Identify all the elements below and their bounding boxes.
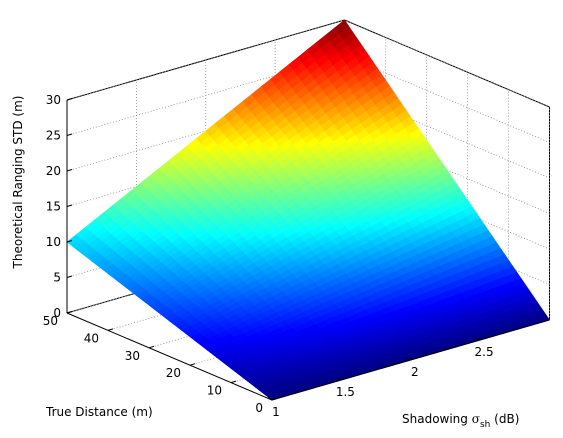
surface-facet [334,19,350,34]
y-tick-label: 30 [125,349,140,363]
y-tick-label: 20 [166,366,181,380]
z-tick-label: 0 [53,306,61,320]
z-tick-label: 5 [53,271,61,285]
surface [66,19,550,401]
x-tick-label: 2 [411,365,419,379]
z-tick-label: 10 [46,235,61,249]
z-tick-label: 15 [46,200,61,214]
z-tick-label: 25 [46,129,61,143]
y-tick-label: 40 [84,331,99,345]
z-tick-label: 20 [46,164,61,178]
x-tick-label: 1.5 [336,385,355,399]
y-tick-label: 10 [207,384,222,398]
tick-labels: 0 5 10 15 20 25 30 0 10 20 30 40 50 1 1.5 2 2.5 [43,93,494,419]
x-tick-label: 2.5 [475,345,494,359]
axes [66,98,550,401]
x-axis-label: Shadowing σsh (dB) [402,412,519,430]
x-tick-label: 1 [272,405,280,419]
z-tick-label: 30 [46,93,61,107]
y-tick-label: 50 [43,314,58,328]
y-tick-label: 0 [255,401,263,415]
z-axis-label: Theoretical Ranging STD (m) [11,96,25,270]
y-axis-label: True Distance (m) [45,405,153,419]
